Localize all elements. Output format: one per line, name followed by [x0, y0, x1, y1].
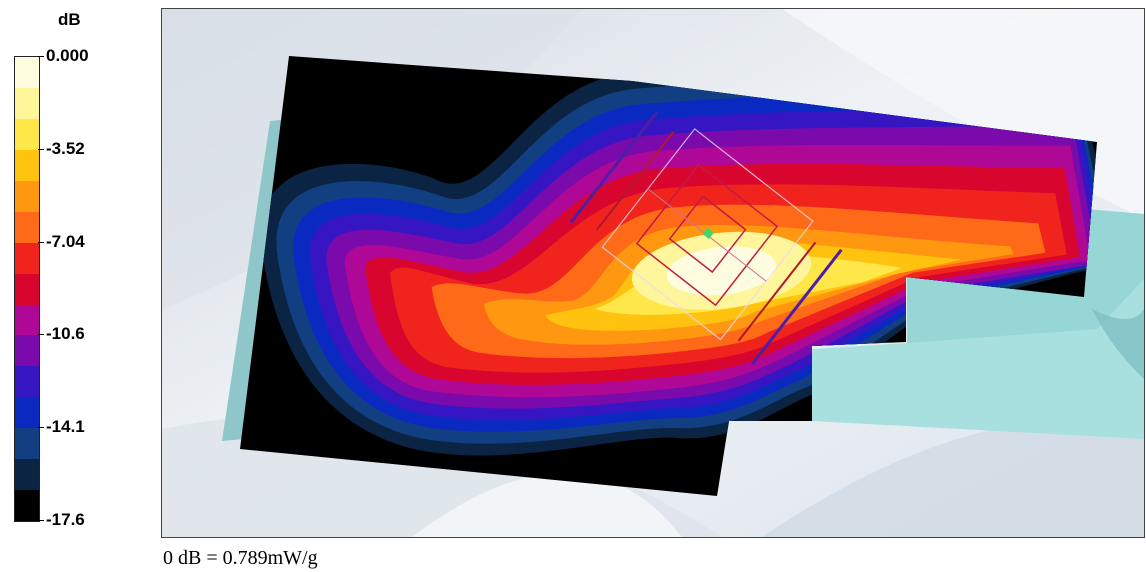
legend-color-band	[15, 180, 39, 212]
color-scale-bar	[14, 56, 40, 522]
legend-color-band	[15, 149, 39, 181]
legend-color-band	[15, 428, 39, 460]
phantom-shell	[907, 142, 1144, 343]
legend-color-band	[15, 459, 39, 491]
legend-label: -14.1	[46, 417, 85, 436]
phantom-highlight	[412, 473, 682, 537]
reference-caption: 0 dB = 0.789mW/g	[163, 547, 318, 569]
sar-render	[162, 9, 1144, 537]
legend-tick	[38, 334, 44, 335]
legend-tick	[38, 242, 44, 243]
legend-color-band	[15, 211, 39, 243]
legend-label: -7.04	[46, 232, 85, 251]
legend-color-band	[15, 304, 39, 336]
legend-color-band	[15, 366, 39, 398]
legend-color-band	[15, 273, 39, 305]
phantom-shell	[1092, 309, 1144, 379]
sar-3d-view[interactable]	[161, 8, 1145, 538]
device-antenna-overlay	[569, 111, 843, 366]
legend-color-band	[15, 242, 39, 274]
legend-tick	[38, 520, 44, 521]
legend-unit: dB	[58, 10, 81, 29]
legend-tick	[38, 56, 44, 57]
legend-label-min: -17.6	[46, 510, 85, 529]
legend-color-band	[15, 118, 39, 150]
legend-color-band	[15, 57, 39, 88]
legend-color-band	[15, 335, 39, 367]
legend-label-max: 0.000	[46, 46, 89, 65]
legend-color-band	[15, 490, 39, 522]
legend-label: -10.6	[46, 324, 85, 343]
legend-tick	[38, 149, 44, 150]
legend-tick	[38, 427, 44, 428]
legend-color-band	[15, 397, 39, 429]
phantom-shading	[762, 420, 1144, 537]
color-scale-legend: dB 0.000 -3.52 -7.04 -10.6 -14.1 -17.6	[0, 0, 150, 545]
legend-label: -3.52	[46, 139, 85, 158]
legend-color-band	[15, 87, 39, 119]
